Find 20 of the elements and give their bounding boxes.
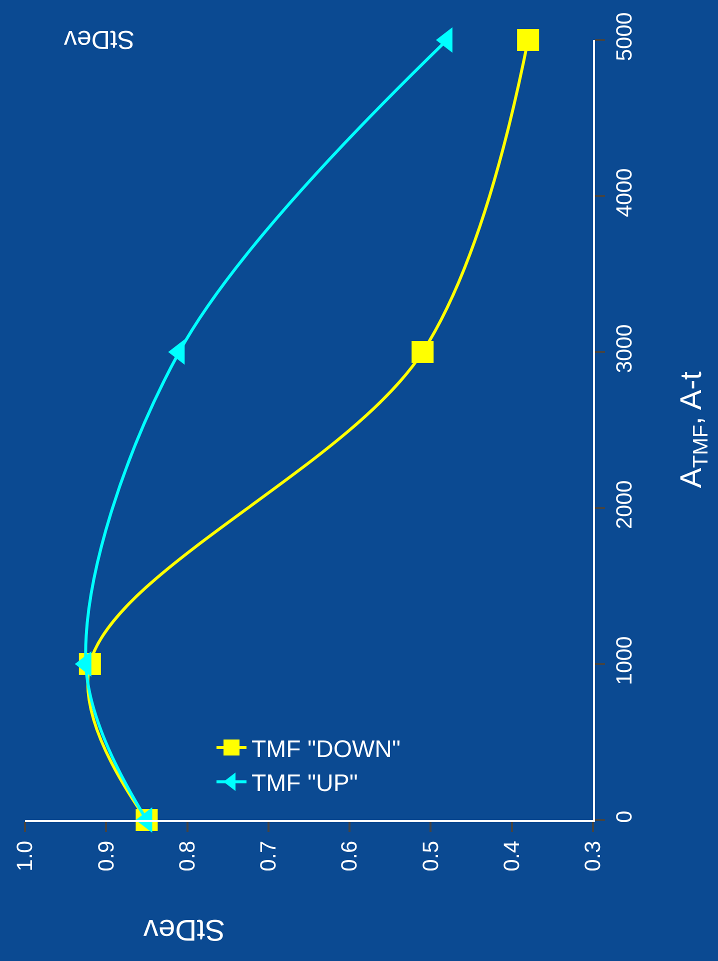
x-tick-label: 0.3	[580, 840, 606, 872]
y-tick-label: 5000	[611, 12, 636, 62]
x-tick-label: 0.7	[256, 840, 281, 872]
x-tick-label: 0.5	[418, 840, 443, 872]
x-tick-label: 0.9	[93, 840, 118, 872]
legend-label: TMF "DOWN"	[252, 736, 401, 763]
x-tick-label: 0.8	[174, 840, 200, 872]
x-tick-label: 0.6	[336, 840, 362, 872]
y-tick-label: 2000	[611, 480, 636, 530]
x-axis-title: StDev	[143, 913, 226, 946]
y-tick-label: 0	[611, 810, 636, 823]
annotation: StDev	[64, 25, 135, 55]
y-tick-label: 1000	[611, 636, 636, 686]
x-tick-label: 0.4	[499, 840, 524, 872]
point	[412, 341, 434, 363]
point	[517, 29, 540, 51]
y-tick-label: 4000	[611, 168, 636, 218]
legend-label: TMF "UP"	[252, 770, 358, 798]
x-tick-label: 1.0	[12, 840, 38, 872]
y-tick-label: 3000	[611, 324, 636, 374]
